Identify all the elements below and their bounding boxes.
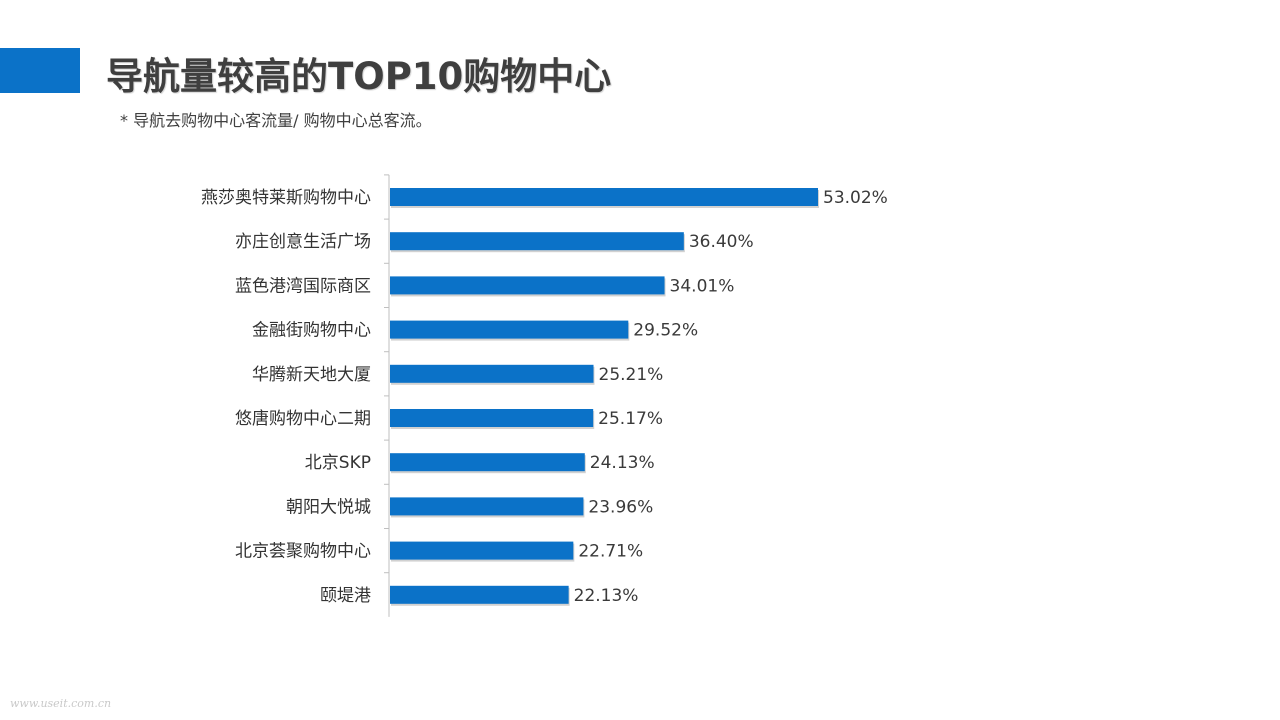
data-label: 25.17% [598,409,663,429]
data-label: 22.71% [578,542,643,562]
category-label: 金融街购物中心 [252,321,371,341]
page-title: 导航量较高的TOP10购物中心 [106,55,612,98]
bar [390,585,569,604]
page-subtitle: * 导航去购物中心客流量/ 购物中心总客流。 [120,111,432,130]
bar [390,497,584,516]
bar [390,276,665,295]
category-label: 悠唐购物中心二期 [235,408,371,429]
bar [390,453,585,472]
bar [390,409,594,427]
data-label: 53.02% [823,188,888,208]
category-label: 亦庄创意生活广场 [235,232,371,252]
data-label: 24.13% [590,453,655,473]
bar [390,232,684,251]
data-label: 29.52% [633,321,698,341]
category-label: 华腾新天地大厦 [252,365,371,385]
bar [390,188,818,206]
category-label: 北京荟聚购物中心 [235,542,371,562]
data-label: 22.13% [574,586,639,606]
data-label: 25.21% [599,365,664,385]
watermark: www.useit.com.cn [10,697,112,710]
data-label: 23.96% [588,497,653,517]
bar [390,541,574,560]
bar [390,364,594,383]
data-label: 36.40% [689,232,754,252]
data-label: 34.01% [670,276,735,296]
title-accent-bar [0,48,80,93]
category-label: 朝阳大悦城 [286,497,371,517]
category-label: 燕莎奥特莱斯购物中心 [201,188,371,208]
category-label: 颐堤港 [320,586,371,606]
bar [390,320,629,339]
category-label: 蓝色港湾国际商区 [235,276,371,296]
category-label: 北京SKP [305,453,371,473]
